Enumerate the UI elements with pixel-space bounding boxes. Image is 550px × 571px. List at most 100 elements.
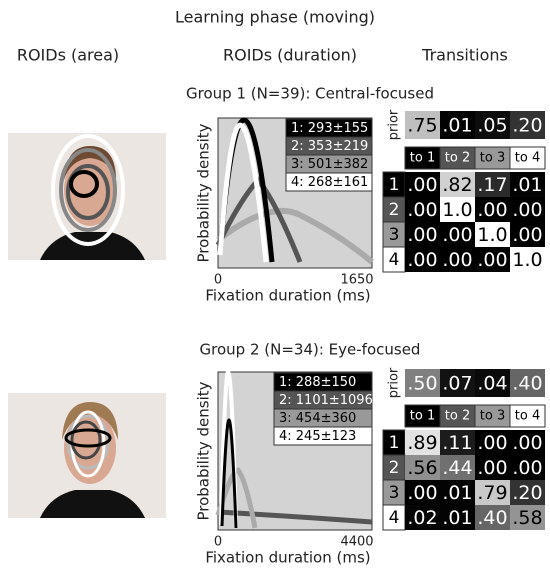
matrix-value: .00 bbox=[477, 457, 507, 479]
legend-entry: 2: 1101±1096 bbox=[279, 393, 373, 408]
matrix-cell bbox=[475, 430, 510, 455]
to-label: to 1 bbox=[410, 409, 435, 424]
x-axis-max: 4400 bbox=[340, 535, 373, 550]
prior-value: .40 bbox=[512, 373, 542, 395]
matrix-cell bbox=[475, 172, 510, 197]
x-axis-label: Fixation duration (ms) bbox=[205, 549, 370, 567]
matrix-value: .11 bbox=[442, 432, 472, 454]
matrix-cell bbox=[405, 247, 440, 272]
matrix-value: .01 bbox=[512, 174, 542, 196]
to-label: to 3 bbox=[480, 151, 505, 166]
matrix-cell bbox=[475, 222, 510, 247]
matrix-cell bbox=[510, 172, 545, 197]
legend-box bbox=[273, 426, 373, 446]
prior-value: .07 bbox=[442, 373, 472, 395]
to-label: to 4 bbox=[515, 409, 540, 424]
x-axis-min: 0 bbox=[214, 535, 222, 550]
group-label: Group 2 (N=34): Eye-focused bbox=[200, 341, 421, 359]
matrix-value: .01 bbox=[442, 507, 472, 529]
prior-label: prior bbox=[387, 109, 402, 140]
matrix-value: .00 bbox=[407, 249, 437, 271]
prior-cell bbox=[475, 369, 510, 397]
to-label: to 4 bbox=[515, 151, 540, 166]
prior-cell bbox=[510, 111, 545, 139]
to-header bbox=[509, 404, 546, 428]
matrix-cell bbox=[510, 222, 545, 247]
x-axis-label: Fixation duration (ms) bbox=[205, 287, 370, 305]
face-photo bbox=[8, 133, 166, 260]
matrix-value: 1.0 bbox=[512, 249, 542, 271]
x-axis-max: 1650 bbox=[340, 273, 373, 288]
row-label: 2 bbox=[389, 200, 400, 220]
matrix-cell bbox=[510, 480, 545, 505]
title: Learning phase (moving) bbox=[175, 8, 375, 27]
matrix-value: .44 bbox=[442, 457, 472, 479]
row-label: 3 bbox=[389, 483, 400, 503]
prior-cell bbox=[440, 111, 475, 139]
matrix-cell bbox=[405, 222, 440, 247]
matrix-value: .00 bbox=[512, 224, 542, 246]
matrix-value: 1.0 bbox=[442, 199, 472, 221]
legend-entry: 2: 353±219 bbox=[291, 139, 368, 154]
prior-cell bbox=[440, 369, 475, 397]
to-label: to 1 bbox=[410, 151, 435, 166]
matrix-cell bbox=[510, 505, 545, 530]
matrix-cell bbox=[405, 172, 440, 197]
matrix-cell bbox=[510, 430, 545, 455]
matrix-value: .79 bbox=[477, 482, 507, 504]
legend-box bbox=[285, 172, 373, 192]
matrix-cell bbox=[440, 222, 475, 247]
face-photo bbox=[8, 393, 166, 518]
row-label: 1 bbox=[389, 175, 400, 195]
prior-cell bbox=[405, 111, 440, 139]
prior-cell bbox=[475, 111, 510, 139]
matrix-value: .00 bbox=[477, 432, 507, 454]
y-axis-label: Probability density bbox=[195, 381, 213, 520]
prior-value: .20 bbox=[512, 115, 542, 137]
matrix-value: .00 bbox=[512, 199, 542, 221]
matrix-value: .40 bbox=[477, 507, 507, 529]
matrix-cell bbox=[475, 505, 510, 530]
matrix-cell bbox=[440, 430, 475, 455]
matrix-cell bbox=[440, 247, 475, 272]
matrix-value: .01 bbox=[442, 482, 472, 504]
matrix-cell bbox=[440, 480, 475, 505]
prior-value: .01 bbox=[442, 115, 472, 137]
matrix-value: .89 bbox=[407, 432, 437, 454]
matrix-cell bbox=[405, 430, 440, 455]
row-label: 3 bbox=[389, 225, 400, 245]
matrix-value: .00 bbox=[512, 432, 542, 454]
matrix-cell bbox=[475, 197, 510, 222]
row-label: 4 bbox=[389, 250, 400, 270]
legend-entry: 1: 288±150 bbox=[279, 375, 356, 390]
row-label: 1 bbox=[389, 433, 400, 453]
prior-cell bbox=[510, 369, 545, 397]
legend-entry: 3: 501±382 bbox=[291, 157, 368, 172]
y-axis-label: Probability density bbox=[195, 123, 213, 262]
to-label: to 2 bbox=[445, 409, 470, 424]
matrix-value: .20 bbox=[512, 482, 542, 504]
prior-label: prior bbox=[387, 367, 402, 398]
matrix-cell bbox=[475, 480, 510, 505]
group-label: Group 1 (N=39): Central-focused bbox=[186, 85, 434, 103]
matrix-value: .82 bbox=[442, 174, 472, 196]
matrix-value: .00 bbox=[442, 249, 472, 271]
matrix-value: .00 bbox=[407, 482, 437, 504]
matrix-cell bbox=[405, 455, 440, 480]
column-header: ROIDs (duration) bbox=[223, 46, 357, 65]
matrix-cell bbox=[440, 172, 475, 197]
row-label: 4 bbox=[389, 508, 400, 528]
to-label: to 3 bbox=[480, 409, 505, 424]
column-header: ROIDs (area) bbox=[17, 46, 119, 65]
matrix-value: .00 bbox=[442, 224, 472, 246]
matrix-value: .02 bbox=[407, 507, 437, 529]
matrix-value: .58 bbox=[512, 507, 542, 529]
legend-entry: 4: 245±123 bbox=[279, 429, 356, 444]
legend-entry: 4: 268±161 bbox=[291, 175, 368, 190]
matrix-cell bbox=[440, 455, 475, 480]
matrix-value: .00 bbox=[512, 457, 542, 479]
prior-cell bbox=[405, 369, 440, 397]
to-header bbox=[509, 146, 546, 170]
prior-value: .50 bbox=[407, 373, 437, 395]
